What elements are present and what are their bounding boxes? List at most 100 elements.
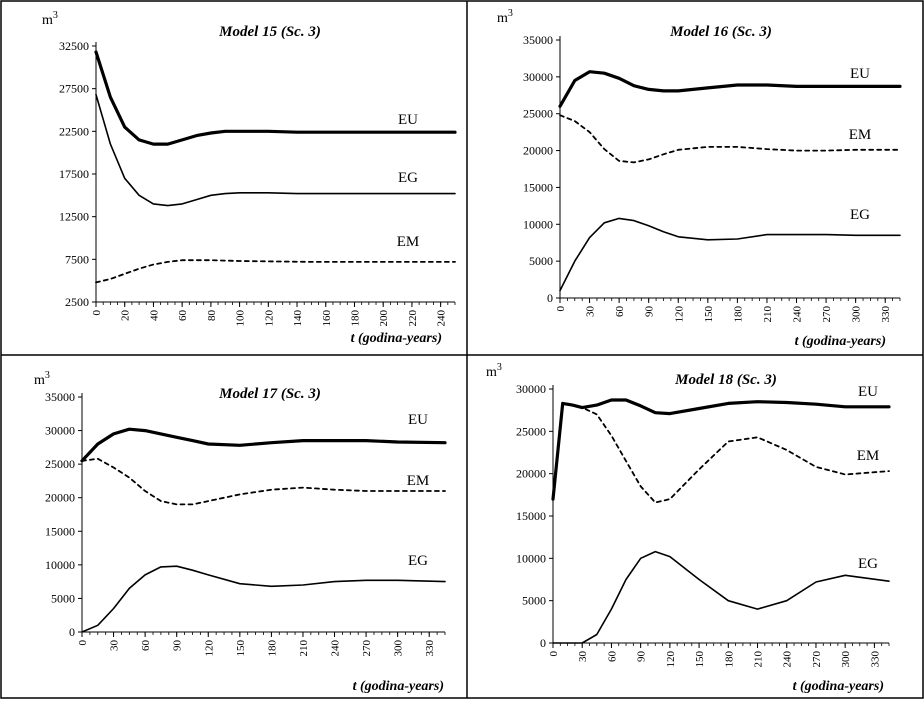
x-tick-label: 60 [606,651,618,663]
y-tick-label: 35000 [45,390,75,404]
y-tick-label: 17500 [59,167,89,181]
y-tick-label: 30000 [516,382,546,396]
x-tick-label: 270 [361,640,373,657]
x-tick-label: 80 [206,310,218,322]
chart-panel-3: m3 Model 17 (Sc. 3) t (godina-years) 0 50… [34,370,447,694]
x-axis-label: t (godina-years) [353,679,444,694]
series-label-eu: EU [858,384,878,400]
x-tick-label: 150 [694,651,706,668]
x-tick-label: 180 [732,306,744,323]
x-tick-label: 200 [378,310,390,327]
x-tick-label: 210 [762,306,774,323]
x-tick-label: 240 [792,306,804,323]
x-tick-label: 90 [644,306,656,318]
y-tick-label: 5000 [522,594,546,608]
x-tick-label: 120 [673,306,685,323]
y-tick-label: 0 [69,625,75,639]
series-label-eu: EU [398,112,418,128]
x-tick-label: 150 [235,640,247,657]
x-tick-label: 150 [703,306,715,323]
y-tick-label: 10000 [523,217,553,231]
x-tick-label: 270 [811,651,823,668]
x-axis-label: t (godina-years) [351,331,442,346]
x-tick-label: 240 [782,651,794,668]
x-tick-label: 30 [109,640,121,652]
y-tick-label: 30000 [45,424,75,438]
y-tick-label: 10000 [45,558,75,572]
series-label-eg: EG [398,170,418,186]
x-tick-label: 160 [321,310,333,327]
y-tick-label: 10000 [516,551,546,565]
y-tick-label: 0 [540,636,546,650]
x-tick-label: 0 [548,651,560,657]
y-tick-label: 20000 [523,144,553,158]
series-label-eg: EG [408,553,428,569]
x-tick-label: 90 [172,640,184,652]
x-tick-label: 180 [266,640,278,657]
x-tick-label: 60 [140,640,152,652]
x-tick-label: 120 [665,651,677,668]
series-line-eg [552,550,890,644]
x-tick-label: 330 [880,306,892,323]
chart-plot-area: 0 5000 10000 15000 20000 25000 30000 35000 0 30 60… [523,33,902,323]
unit-label: m3 [497,8,513,26]
chart-plot-area: 0 5000 10000 15000 20000 25000 30000 0 30 60 90 120… [516,382,891,668]
chart-title: Model 18 (Sc. 3) [674,372,777,388]
x-tick-label: 210 [298,640,310,657]
x-tick-label: 120 [203,640,215,657]
y-tick-label: 12500 [59,210,89,224]
y-tick-label: 5000 [51,591,75,605]
series-label-eu: EU [850,66,870,82]
series-label-em: EM [849,127,872,143]
x-tick-label: 40 [148,310,160,322]
series-line-eu [558,70,902,108]
x-tick-label: 180 [723,651,735,668]
series-label-em: EM [857,448,880,464]
x-tick-label: 300 [840,651,852,668]
y-tick-label: 25000 [45,457,75,471]
y-tick-label: 15000 [523,180,553,194]
x-axis-label: t (godina-years) [795,334,886,349]
x-axis-label: t (godina-years) [793,679,884,694]
y-tick-label: 22500 [59,124,89,138]
unit-label: m3 [34,370,50,388]
x-tick-label: 60 [614,306,626,318]
x-tick-label: 0 [77,640,89,646]
x-tick-label: 120 [263,310,275,327]
series-label-em: EM [397,234,420,250]
unit-label: m3 [42,10,58,28]
y-tick-label: 2500 [65,295,89,309]
x-tick-label: 30 [577,651,589,663]
x-tick-label: 300 [393,640,405,657]
chart-panel-2: m3 Model 16 (Sc. 3) t (godina-years) 0 50… [497,8,902,349]
unit-label: m3 [486,362,502,380]
y-tick-label: 35000 [523,33,553,47]
x-tick-label: 60 [177,310,189,322]
x-tick-label: 300 [851,306,863,323]
y-tick-label: 5000 [529,254,553,268]
x-tick-label: 330 [424,640,436,657]
chart-plot-area: 2500 7500 12500 17500 22500 27500 32500 0 20 40 60… [59,39,457,327]
x-tick-label: 0 [91,310,103,316]
x-tick-label: 240 [436,310,448,327]
series-line-eu [94,50,457,146]
series-line-eg [559,217,901,292]
series-line-em [81,457,446,506]
y-tick-label: 7500 [65,252,89,266]
chart-title: Model 17 (Sc. 3) [218,386,321,402]
y-tick-label: 15000 [516,509,546,523]
x-tick-label: 100 [235,310,247,327]
x-tick-label: 0 [555,306,567,312]
chart-title: Model 16 (Sc. 3) [669,24,772,40]
series-line-em [559,114,901,164]
x-tick-label: 330 [869,651,881,668]
series-line-eg [95,93,456,207]
y-tick-label: 25000 [516,424,546,438]
x-tick-label: 140 [292,310,304,327]
chart-panel-1: m3 Model 15 (Sc. 3) t (godina-years) 250… [42,10,457,346]
x-tick-label: 210 [753,651,765,668]
series-line-eg [81,565,446,633]
series-label-eg: EG [850,207,870,223]
x-tick-label: 30 [585,306,597,318]
